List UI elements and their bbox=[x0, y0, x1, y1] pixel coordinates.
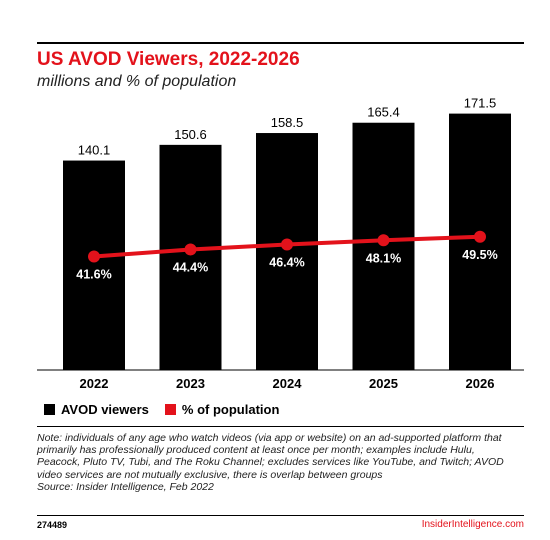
bar-value-label-2023: 150.6 bbox=[174, 127, 207, 142]
chart-title: US AVOD Viewers, 2022-2026 bbox=[37, 49, 300, 70]
x-tick-label-2022: 2022 bbox=[80, 376, 109, 391]
chart-subtitle: millions and % of population bbox=[37, 73, 237, 90]
line-point-2024 bbox=[281, 238, 293, 251]
bar-2024 bbox=[256, 133, 318, 370]
bar-value-label-2025: 165.4 bbox=[367, 105, 400, 120]
line-point-2026 bbox=[474, 230, 486, 243]
line-value-label-2025: 48.1% bbox=[366, 251, 401, 265]
line-value-label-2024: 46.4% bbox=[269, 256, 304, 270]
bar-2022 bbox=[63, 160, 125, 370]
bar-value-label-2022: 140.1 bbox=[78, 143, 111, 158]
title-rule bbox=[37, 42, 524, 44]
line-value-label-2022: 41.6% bbox=[76, 268, 111, 282]
chart-plot: 140.1 2022 150.6 2023 158.5 2024 165.4 2025 171.… bbox=[37, 96, 524, 391]
legend-item-bars: AVOD viewers bbox=[44, 402, 149, 417]
x-tick-label-2024: 2024 bbox=[273, 376, 303, 391]
bar-value-label-2026: 171.5 bbox=[464, 96, 497, 111]
bar-2023 bbox=[159, 144, 222, 370]
line-point-2023 bbox=[184, 243, 197, 256]
legend-label-line: % of population bbox=[181, 402, 280, 417]
legend-label-bars: AVOD viewers bbox=[61, 402, 149, 417]
legend-item-line: % of population bbox=[164, 402, 280, 417]
x-tick-label-2026: 2026 bbox=[466, 376, 495, 391]
note-divider bbox=[37, 426, 524, 427]
chart-note: Note: individuals of any age who watch v… bbox=[37, 432, 517, 493]
source-text: Source: Insider Intelligence, Feb 2022 bbox=[37, 480, 214, 493]
chart-legend: AVOD viewers % of population bbox=[44, 402, 295, 417]
footer-divider bbox=[37, 515, 524, 516]
line-point-2022 bbox=[88, 250, 100, 263]
x-tick-label-2025: 2025 bbox=[369, 376, 398, 391]
legend-swatch-line bbox=[164, 404, 176, 415]
bar-value-label-2024: 158.5 bbox=[271, 115, 304, 130]
bar-2025 bbox=[352, 122, 415, 371]
chart-id: 274489 bbox=[37, 520, 68, 530]
line-value-label-2023: 44.4% bbox=[173, 261, 208, 275]
line-value-label-2026: 49.5% bbox=[462, 248, 497, 262]
brand-link[interactable]: InsiderIntelligence.com bbox=[421, 519, 524, 530]
x-tick-label-2023: 2023 bbox=[176, 376, 205, 391]
legend-swatch-bars bbox=[44, 404, 55, 415]
line-point-2025 bbox=[377, 234, 390, 247]
note-text: Note: individuals of any age who watch v… bbox=[37, 432, 504, 481]
